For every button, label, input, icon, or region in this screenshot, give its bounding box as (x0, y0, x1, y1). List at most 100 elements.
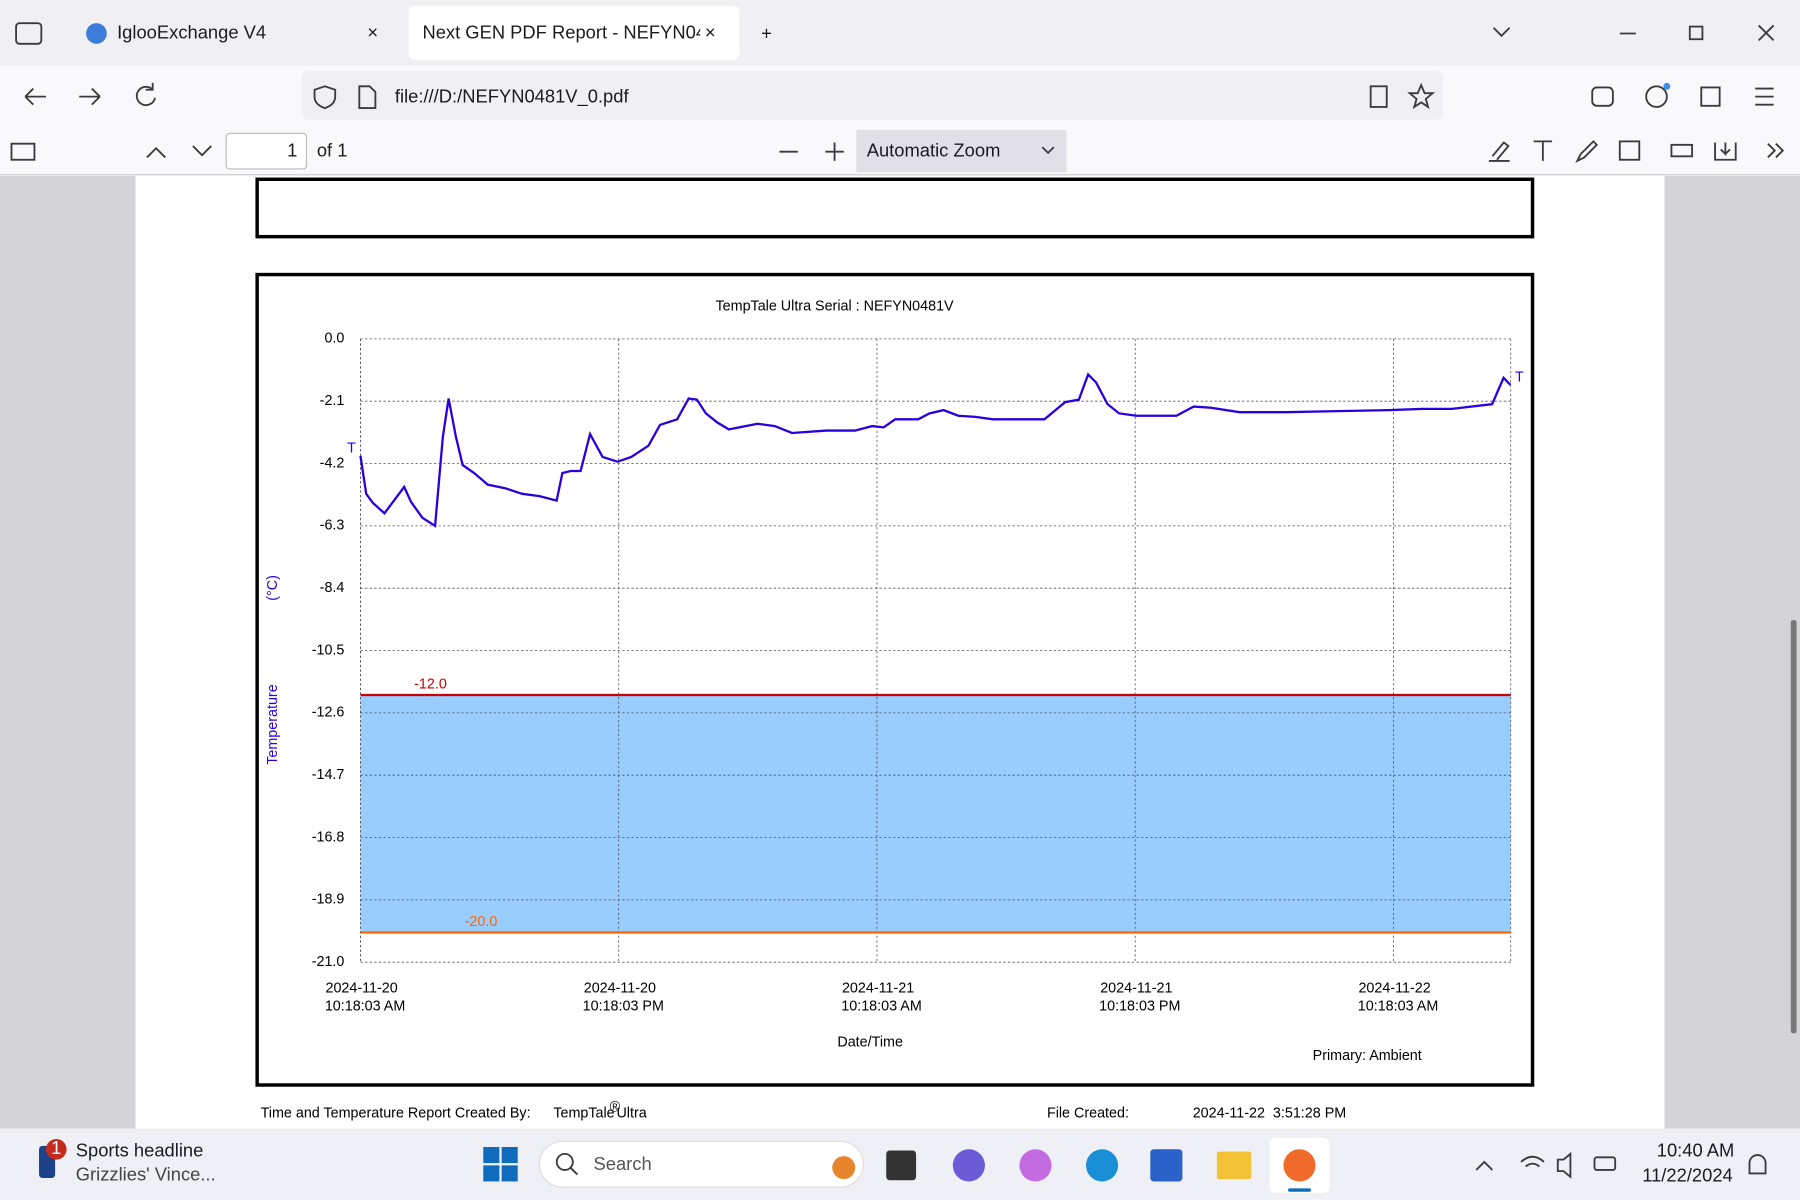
forward[interactable] (79, 87, 101, 106)
page-count: of 1 (317, 140, 348, 161)
scrollbar-thumb[interactable] (1790, 620, 1797, 1034)
acceptable-band (360, 695, 1511, 933)
x-tick-label: 10:18:03 AM (1358, 999, 1438, 1015)
close-window[interactable] (1758, 24, 1775, 42)
pocket[interactable] (1591, 86, 1614, 107)
y-tick-label: -21.0 (312, 954, 345, 970)
clock-time[interactable]: 10:40 AM (1657, 1139, 1735, 1160)
news-text[interactable]: Grizzlies' Vince... (76, 1164, 216, 1185)
app-teams[interactable] (952, 1149, 985, 1182)
active-tab[interactable] (408, 5, 740, 60)
news-badge-dot (45, 1138, 67, 1160)
back[interactable] (24, 87, 46, 106)
y-tick-label: -16.8 (312, 829, 345, 845)
reader-view[interactable] (1369, 85, 1388, 108)
app-edge[interactable] (1085, 1149, 1119, 1182)
limit-label: -12.0 (414, 676, 447, 692)
battery[interactable] (1593, 1156, 1617, 1171)
zoom-select[interactable] (856, 129, 1067, 173)
search-box[interactable] (538, 1140, 864, 1188)
clock-date[interactable]: 11/22/2024 (1642, 1165, 1733, 1186)
tracking-shield[interactable] (313, 85, 337, 110)
menu[interactable] (1755, 87, 1774, 106)
previous-page[interactable] (146, 146, 166, 159)
wifi[interactable] (1520, 1155, 1545, 1168)
x-tick-label: 2024-11-20 (584, 980, 656, 996)
next-page[interactable] (192, 145, 212, 157)
url-field[interactable] (301, 71, 1443, 120)
tab-title[interactable]: Next GEN PDF Report - NEFYN0481 (422, 21, 726, 42)
chart-note: Primary: Ambient (1313, 1048, 1422, 1064)
x-axis-label: Date/Time (837, 1034, 903, 1050)
new-tab[interactable]: + (761, 22, 772, 43)
pdf-page (135, 175, 1665, 1129)
footer-created-by: Time and Temperature Report Created By: (261, 1105, 531, 1121)
y-tick-label: -6.3 (320, 518, 345, 534)
temperature-line (359, 372, 1512, 528)
zoom-chevron (1041, 146, 1055, 155)
news-badge: 1 (51, 1137, 61, 1158)
y-tick-label: -12.6 (312, 705, 345, 721)
tray-overflow[interactable] (1475, 1160, 1493, 1171)
news-title[interactable]: Sports headline (76, 1139, 204, 1160)
footer-registered: ® (610, 1100, 621, 1116)
app-explorer[interactable] (1216, 1151, 1252, 1180)
footer-product-suffix: Ultra (616, 1105, 646, 1121)
tab-close[interactable]: × (705, 21, 716, 42)
save[interactable] (1714, 142, 1737, 161)
search-text[interactable]: Search (593, 1153, 651, 1174)
chart-title: TempTale Ultra Serial : NEFYN0481V (716, 298, 955, 314)
volume[interactable] (1556, 1151, 1572, 1179)
tab-list-button[interactable] (15, 22, 43, 45)
tab-strip (0, 0, 1800, 66)
notifications[interactable] (1748, 1154, 1767, 1175)
tab-overflow[interactable] (1492, 27, 1511, 38)
start-button[interactable] (483, 1147, 518, 1182)
file-icon (358, 85, 377, 110)
search-icon (555, 1152, 574, 1171)
page-input[interactable] (225, 132, 308, 170)
app-copilot[interactable] (1019, 1149, 1052, 1182)
x-tick-label: 10:18:03 PM (1099, 999, 1180, 1015)
extensions[interactable] (1700, 86, 1721, 107)
tab-close[interactable]: × (367, 21, 378, 42)
x-tick-label: 10:18:03 AM (841, 999, 921, 1015)
more-tools[interactable] (1767, 143, 1785, 159)
tab-favicon (86, 23, 107, 44)
chart: TempTale Ultra Serial : NEFYN0481V Date/… (265, 298, 1524, 1064)
y-axis-unit: (°C) (265, 575, 281, 601)
print[interactable] (1670, 143, 1694, 158)
app-store[interactable] (1150, 1149, 1183, 1182)
highlight-tool[interactable] (1488, 141, 1510, 162)
active-indicator (1288, 1188, 1311, 1192)
tab-title[interactable]: IglooExchange V4 (117, 21, 266, 42)
bookmark[interactable] (1407, 82, 1436, 110)
header-box (255, 177, 1535, 239)
zoom-in[interactable] (825, 142, 844, 161)
text-tool[interactable] (1533, 140, 1553, 161)
page-number[interactable]: 1 (287, 140, 297, 161)
footer-product: TempTale (553, 1105, 614, 1121)
sidebar-toggle[interactable] (10, 142, 36, 161)
x-tick-label: 2024-11-21 (1100, 980, 1172, 996)
reload[interactable] (135, 82, 156, 107)
task-view[interactable] (886, 1150, 917, 1181)
x-tick-label: 10:18:03 PM (583, 999, 664, 1015)
restore[interactable] (1688, 25, 1704, 41)
x-tick-label: 2024-11-20 (325, 980, 397, 996)
x-tick-label: 10:18:03 AM (325, 999, 405, 1015)
search-decoration (832, 1156, 856, 1180)
y-tick-label: -4.2 (320, 455, 345, 471)
limit-label: -20.0 (465, 914, 498, 930)
draw-tool[interactable] (1575, 140, 1599, 163)
x-tick-label: 2024-11-22 (1358, 980, 1430, 996)
zoom-value[interactable]: Automatic Zoom (867, 140, 1001, 161)
y-tick-label: 0.0 (324, 331, 344, 347)
account[interactable] (1645, 85, 1668, 108)
trip-marker: T (347, 441, 356, 457)
image-tool[interactable] (1618, 140, 1641, 161)
app-firefox[interactable] (1283, 1149, 1316, 1182)
url[interactable]: file:///D:/NEFYN0481V_0.pdf (395, 86, 630, 108)
